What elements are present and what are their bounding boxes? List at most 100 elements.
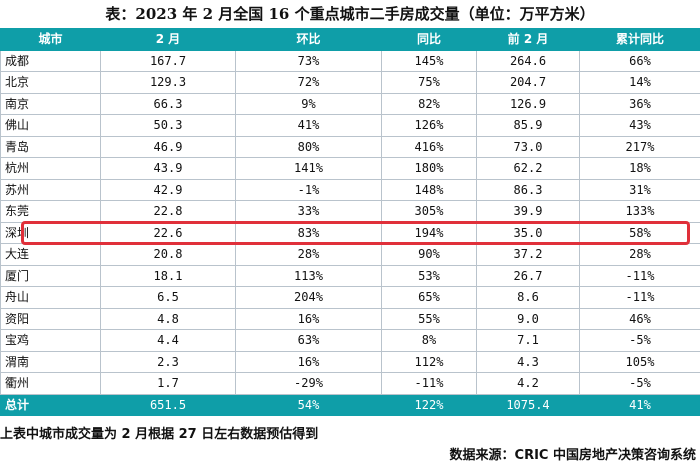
total-label: 总计	[0, 393, 101, 416]
value-cell: 62.2	[476, 157, 580, 180]
total-row: 总计 651.5 54% 122% 1075.4 41%	[0, 393, 700, 416]
city-cell: 苏州	[0, 178, 101, 201]
value-cell: 133%	[579, 200, 700, 223]
value-cell: 35.0	[476, 221, 580, 244]
table-row: 苏州 42.9 -1% 148% 86.3 31%	[0, 178, 700, 201]
value-cell: 194%	[381, 221, 477, 244]
value-cell: 28%	[579, 243, 700, 266]
value-cell: 43%	[579, 114, 700, 137]
table-row: 北京 129.3 72% 75% 204.7 14%	[0, 71, 700, 94]
city-cell: 资阳	[0, 307, 101, 330]
column-header-cumulative-yoy: 累计同比	[579, 28, 700, 51]
city-cell: 青岛	[0, 135, 101, 158]
value-cell: 4.8	[100, 307, 236, 330]
value-cell: 141%	[235, 157, 382, 180]
table-row: 渭南 2.3 16% 112% 4.3 105%	[0, 350, 700, 373]
value-cell: -29%	[235, 372, 382, 395]
city-cell: 深圳	[0, 221, 101, 244]
value-cell: 8.6	[476, 286, 580, 309]
value-cell: 37.2	[476, 243, 580, 266]
table-row: 舟山 6.5 204% 65% 8.6 -11%	[0, 286, 700, 309]
value-cell: 9.0	[476, 307, 580, 330]
value-cell: 8%	[381, 329, 477, 352]
value-cell: 53%	[381, 264, 477, 287]
city-cell: 宝鸡	[0, 329, 101, 352]
value-cell: 18.1	[100, 264, 236, 287]
value-cell: 72%	[235, 71, 382, 94]
table-row: 厦门 18.1 113% 53% 26.7 -11%	[0, 264, 700, 287]
value-cell: 113%	[235, 264, 382, 287]
value-cell: 167.7	[100, 49, 236, 72]
value-cell: 50.3	[100, 114, 236, 137]
value-cell: 126.9	[476, 92, 580, 115]
table-row: 青岛 46.9 80% 416% 73.0 217%	[0, 135, 700, 158]
value-cell: 16%	[235, 350, 382, 373]
value-cell: 75%	[381, 71, 477, 94]
table-row: 成都 167.7 73% 145% 264.6 66%	[0, 49, 700, 72]
value-cell: 18%	[579, 157, 700, 180]
value-cell: -11%	[579, 264, 700, 287]
table-row: 大连 20.8 28% 90% 37.2 28%	[0, 243, 700, 266]
value-cell: 41%	[235, 114, 382, 137]
column-header-city: 城市	[0, 28, 101, 51]
value-cell: -5%	[579, 329, 700, 352]
value-cell: 2.3	[100, 350, 236, 373]
value-cell: 112%	[381, 350, 477, 373]
value-cell: 4.4	[100, 329, 236, 352]
value-cell: 83%	[235, 221, 382, 244]
data-source: 数据来源：CRIC 中国房地产决策咨询系统	[449, 448, 696, 463]
value-cell: 126%	[381, 114, 477, 137]
header-row: 城市 2 月 环比 同比 前 2 月 累计同比	[0, 28, 700, 51]
value-cell: 105%	[579, 350, 700, 373]
city-cell: 北京	[0, 71, 101, 94]
table-row: 东莞 22.8 33% 305% 39.9 133%	[0, 200, 700, 223]
value-cell: 148%	[381, 178, 477, 201]
city-cell: 大连	[0, 243, 101, 266]
total-cell: 122%	[381, 393, 477, 416]
city-cell: 南京	[0, 92, 101, 115]
footnote: 上表中城市成交量为 2 月根据 27 日左右数据预估得到	[0, 427, 319, 442]
value-cell: 305%	[381, 200, 477, 223]
table-row: 杭州 43.9 141% 180% 62.2 18%	[0, 157, 700, 180]
value-cell: 26.7	[476, 264, 580, 287]
table-row: 衢州 1.7 -29% -11% 4.2 -5%	[0, 372, 700, 395]
value-cell: 16%	[235, 307, 382, 330]
table-row: 佛山 50.3 41% 126% 85.9 43%	[0, 114, 700, 137]
value-cell: 55%	[381, 307, 477, 330]
value-cell: 65%	[381, 286, 477, 309]
value-cell: 31%	[579, 178, 700, 201]
value-cell: 66%	[579, 49, 700, 72]
value-cell: 22.6	[100, 221, 236, 244]
value-cell: 4.3	[476, 350, 580, 373]
total-cell: 54%	[235, 393, 382, 416]
column-header-mom: 环比	[235, 28, 382, 51]
value-cell: 9%	[235, 92, 382, 115]
value-cell: 58%	[579, 221, 700, 244]
value-cell: 90%	[381, 243, 477, 266]
value-cell: -1%	[235, 178, 382, 201]
value-cell: 46%	[579, 307, 700, 330]
table-title: 表：2023 年 2 月全国 16 个重点城市二手房成交量（单位：万平方米）	[105, 5, 595, 23]
value-cell: 39.9	[476, 200, 580, 223]
value-cell: 63%	[235, 329, 382, 352]
city-cell: 渭南	[0, 350, 101, 373]
data-table: 城市 2 月 环比 同比 前 2 月 累计同比 成都 167.7 73% 145% 26…	[0, 28, 700, 416]
total-cell: 651.5	[100, 393, 236, 416]
city-cell: 衢州	[0, 372, 101, 395]
column-header-first-two-months: 前 2 月	[476, 28, 580, 51]
column-header-feb: 2 月	[100, 28, 236, 51]
value-cell: 46.9	[100, 135, 236, 158]
value-cell: 14%	[579, 71, 700, 94]
value-cell: -11%	[579, 286, 700, 309]
table-row: 资阳 4.8 16% 55% 9.0 46%	[0, 307, 700, 330]
value-cell: 43.9	[100, 157, 236, 180]
city-cell: 佛山	[0, 114, 101, 137]
value-cell: 264.6	[476, 49, 580, 72]
value-cell: 22.8	[100, 200, 236, 223]
value-cell: 73%	[235, 49, 382, 72]
value-cell: 145%	[381, 49, 477, 72]
value-cell: -11%	[381, 372, 477, 395]
total-cell: 41%	[579, 393, 700, 416]
city-cell: 厦门	[0, 264, 101, 287]
value-cell: 28%	[235, 243, 382, 266]
